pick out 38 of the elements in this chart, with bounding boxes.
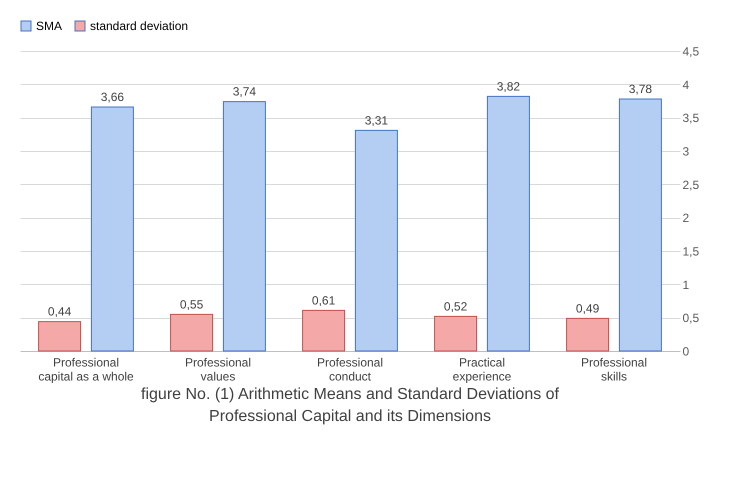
x-tick-label: Professional conduct (316, 356, 384, 384)
data-label: 3,31 (364, 113, 388, 128)
x-tick-label: Professional capital as a whole (38, 356, 134, 384)
bar (354, 130, 398, 352)
y-tick-label: 4,5 (682, 44, 700, 58)
y-tick-label: 2 (682, 211, 690, 226)
data-label: 0,49 (576, 301, 600, 316)
y-tick-label: 3,5 (682, 111, 700, 126)
bar (222, 101, 266, 352)
x-tick-label: Professional values (184, 356, 252, 384)
data-label: 3,78 (628, 82, 652, 96)
data-label: 0,55 (180, 297, 204, 312)
y-tick-label: 0,5 (682, 311, 700, 326)
data-label: 3,74 (232, 84, 256, 99)
data-label: 0,44 (48, 304, 72, 319)
data-label: 3,66 (100, 90, 124, 104)
bar (38, 321, 82, 352)
bar (434, 316, 478, 352)
bar (302, 310, 346, 352)
text: figure No. (1) Arithmetic Means and Standard Deviations of Professional Capital and its Dimensions (141, 386, 560, 425)
bar (486, 96, 530, 352)
data-label: 0,52 (444, 299, 468, 314)
y-tick-label: 1 (682, 278, 690, 292)
y-tick-label: 2,5 (682, 178, 700, 192)
y-tick-label: 0 (682, 344, 690, 358)
data-label: 0,61 (312, 293, 336, 308)
legend-label: standard deviation (90, 19, 188, 33)
bar (618, 98, 662, 352)
bar (170, 314, 214, 352)
bar (90, 106, 134, 352)
y-tick-label: 4 (682, 78, 690, 92)
x-tick-label: Practical experience (452, 356, 512, 384)
y-tick-label: 3 (682, 144, 690, 158)
x-tick-label: Professional skills (580, 356, 648, 384)
y-tick-label: 1,5 (682, 244, 700, 258)
data-label: 3,82 (496, 79, 520, 94)
legend-label: SMA (36, 19, 62, 33)
bar (566, 318, 610, 352)
